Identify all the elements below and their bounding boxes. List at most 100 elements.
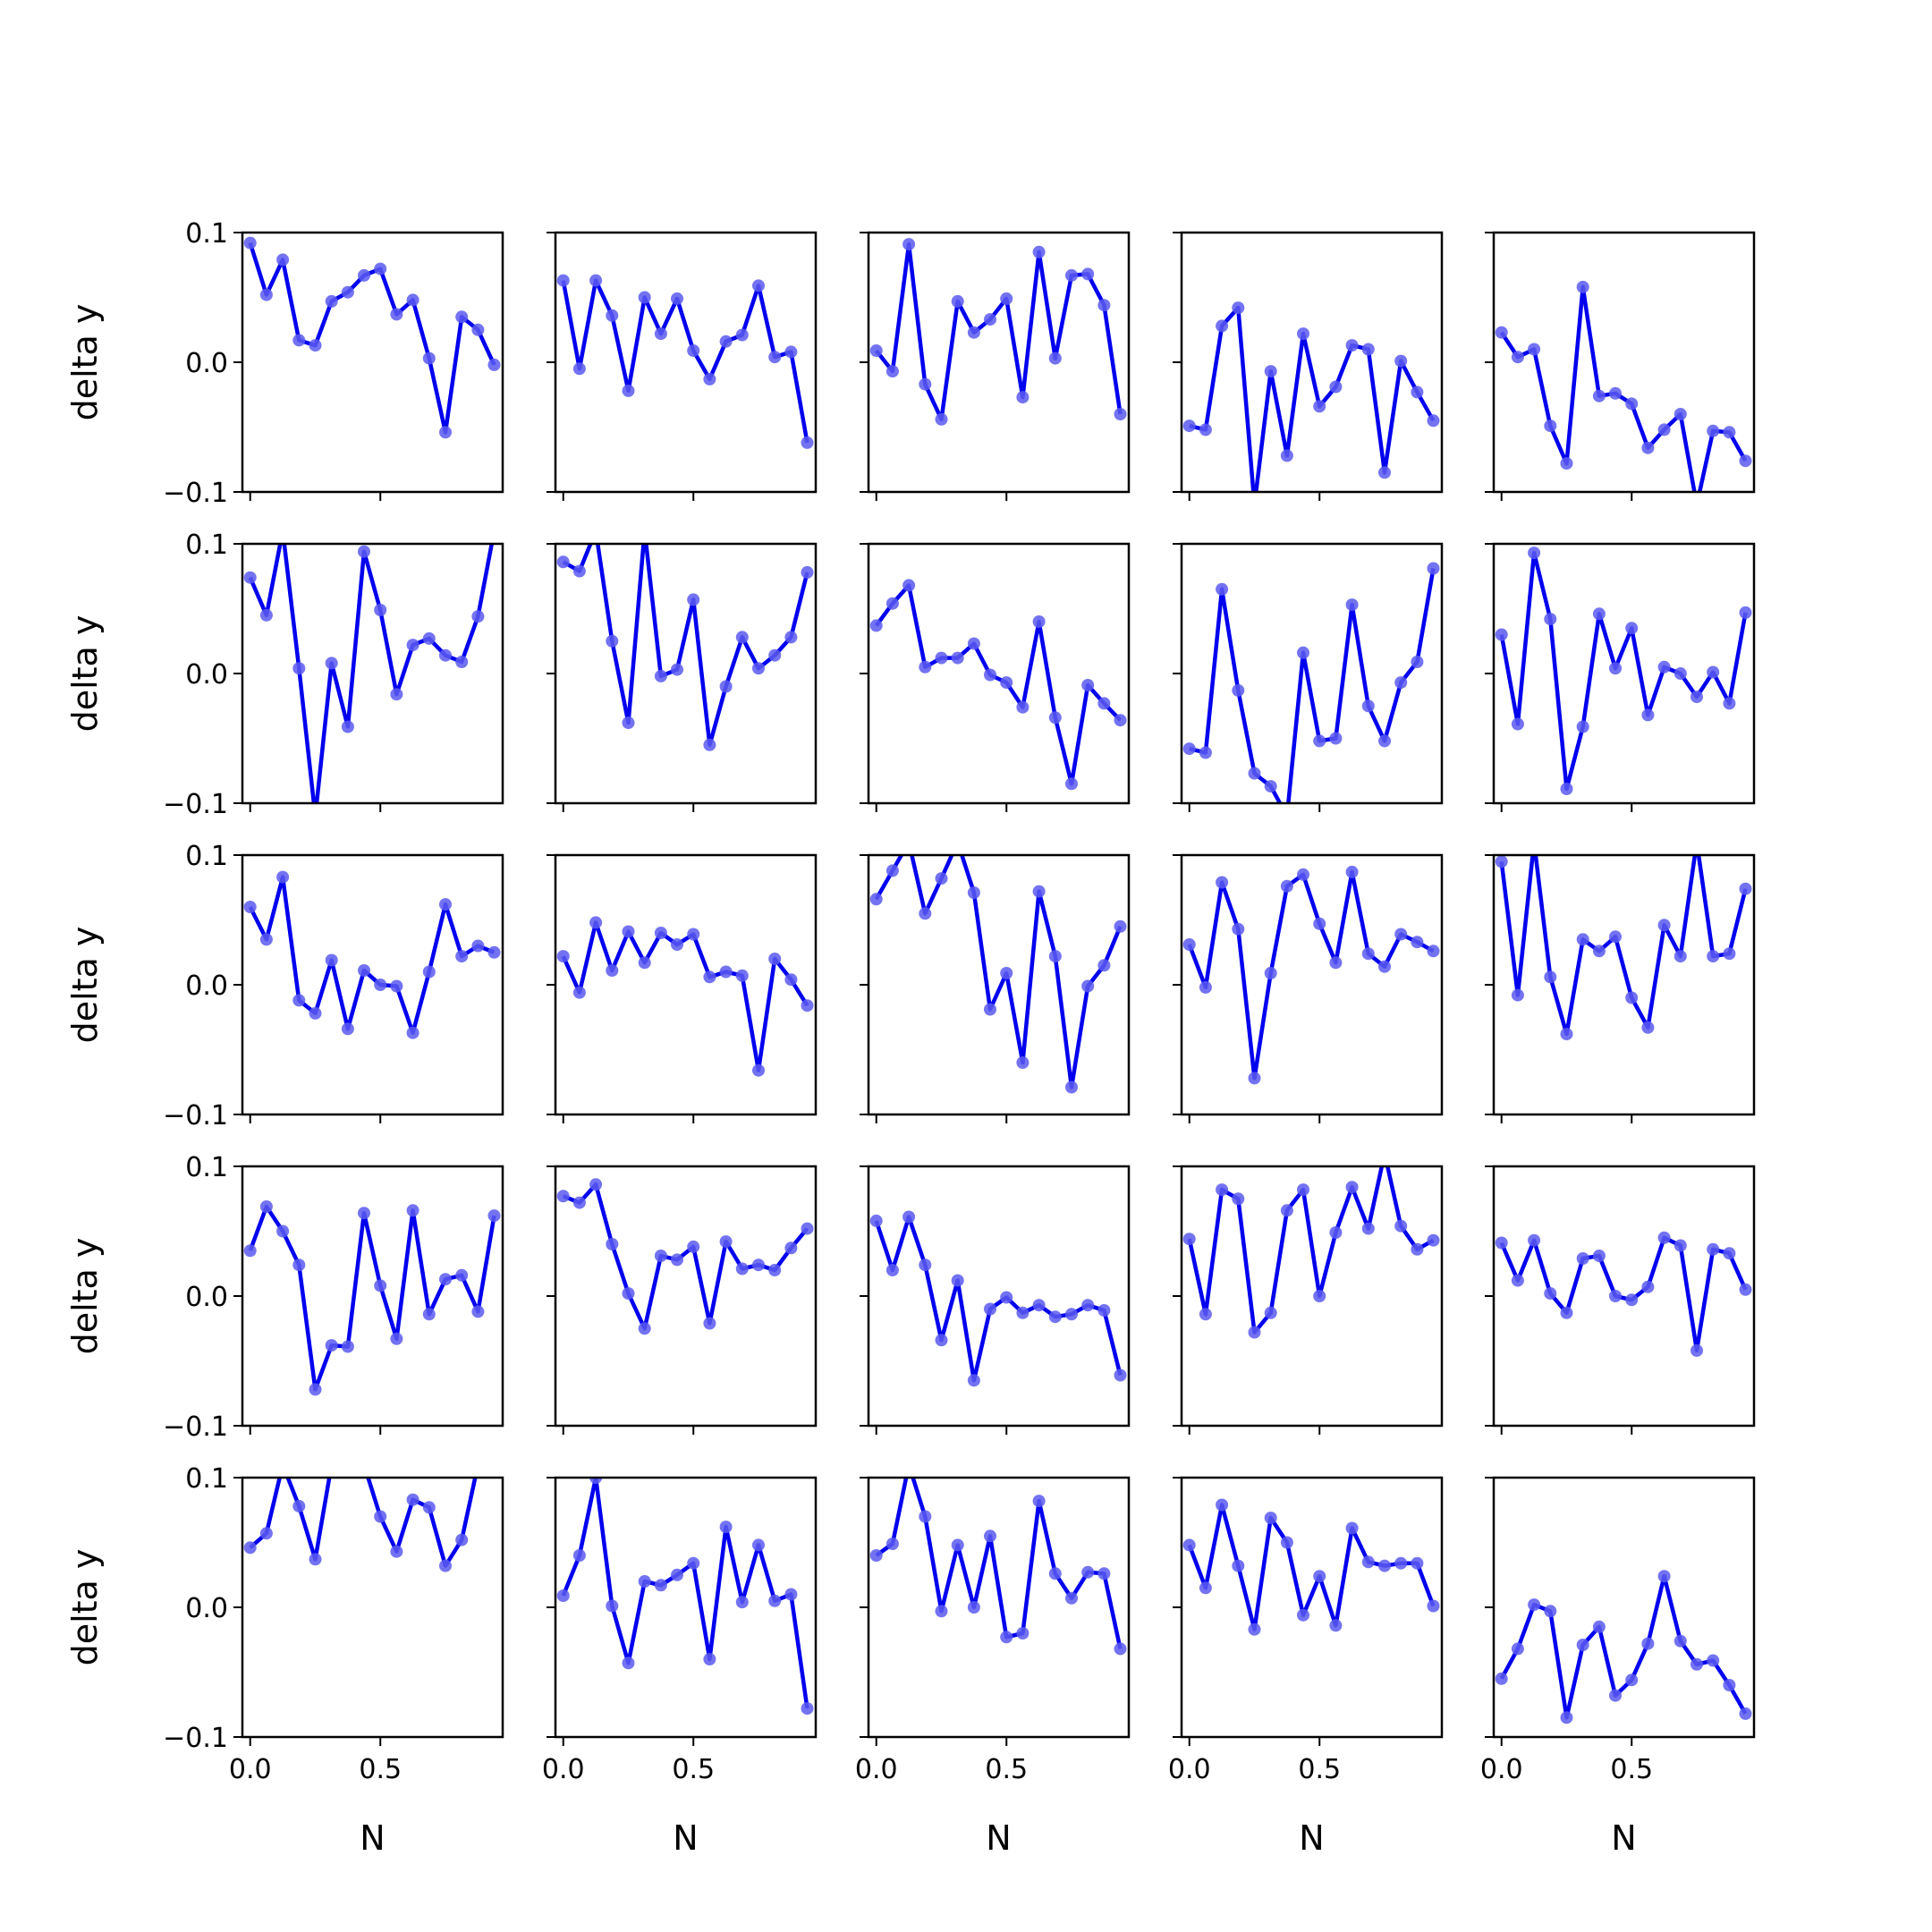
data-point	[768, 1594, 782, 1607]
data-point	[455, 1533, 469, 1546]
data-point	[1361, 343, 1375, 356]
data-point	[1297, 1183, 1309, 1197]
data-point	[1248, 1072, 1261, 1085]
data-point	[1528, 836, 1540, 849]
data-point	[1329, 1619, 1343, 1632]
data-point	[1032, 1299, 1046, 1312]
data-point	[654, 927, 667, 939]
data-point	[1016, 1056, 1030, 1069]
y-axis-label: delta y	[65, 927, 105, 1044]
panel-frame	[1492, 231, 1756, 494]
series-line	[1187, 1503, 1436, 1631]
x-tick-label: 0.5	[985, 1754, 1028, 1785]
data-point	[1248, 1326, 1261, 1339]
panel-frame	[554, 1476, 818, 1739]
data-point	[1065, 777, 1078, 791]
series-line	[1499, 855, 1748, 1037]
data-point	[735, 1596, 749, 1609]
data-point	[1707, 1654, 1720, 1667]
plot-area	[869, 579, 1127, 791]
data-point	[1511, 988, 1524, 1002]
data-point	[1411, 1242, 1424, 1256]
data-point	[1248, 767, 1261, 780]
data-point	[735, 631, 749, 644]
data-point	[1048, 950, 1062, 963]
data-point	[984, 668, 996, 682]
data-point	[606, 634, 619, 648]
plot-area	[243, 1200, 501, 1396]
data-point	[1199, 423, 1212, 436]
data-point	[1625, 1293, 1639, 1307]
data-point	[1032, 615, 1046, 628]
data-point	[406, 639, 419, 652]
data-point	[1674, 667, 1687, 680]
data-point	[1264, 1306, 1277, 1319]
data-point	[1016, 391, 1030, 404]
plot-area	[1182, 1148, 1440, 1339]
data-point	[967, 886, 980, 899]
panel-1-3	[860, 231, 1131, 501]
data-point	[1281, 810, 1293, 823]
data-point	[292, 1258, 306, 1272]
data-point	[341, 285, 354, 299]
data-point	[671, 292, 683, 305]
x-axis-label: N	[360, 1818, 385, 1858]
data-point	[259, 288, 273, 301]
data-point	[622, 925, 635, 938]
data-point	[984, 1530, 996, 1543]
data-point	[1641, 1637, 1655, 1650]
panel-3-1: −0.1 0.0 0.1 delta y	[65, 841, 504, 1131]
data-point	[1495, 326, 1508, 339]
data-point	[1114, 1368, 1127, 1382]
plot-area	[556, 1478, 814, 1716]
plot-area	[1182, 301, 1440, 492]
panel-frame	[554, 1165, 818, 1428]
data-point	[1182, 1538, 1196, 1552]
data-point	[1232, 301, 1245, 315]
data-point	[967, 1601, 980, 1614]
x-tick-label: 0.0	[1168, 1754, 1211, 1785]
data-point	[1081, 979, 1095, 993]
data-point	[1723, 1679, 1736, 1691]
data-point	[1625, 622, 1639, 635]
series-line	[561, 278, 809, 444]
data-point	[735, 328, 749, 342]
data-point	[1378, 1559, 1391, 1572]
data-point	[1674, 1239, 1687, 1252]
data-point	[703, 1317, 716, 1330]
y-tick-label: −0.1	[163, 789, 228, 820]
data-point	[1378, 960, 1391, 973]
series-line	[562, 544, 809, 748]
x-tick-label: 0.0	[229, 1754, 272, 1785]
plot-area	[243, 1459, 478, 1572]
data-point	[1329, 956, 1343, 970]
data-point	[243, 571, 257, 584]
panel-1-5	[1485, 231, 1756, 501]
y-tick-label: 0.1	[185, 1463, 228, 1495]
data-point	[1560, 457, 1573, 470]
data-point	[1378, 1148, 1391, 1160]
data-point	[1048, 1310, 1062, 1324]
panel-frame	[1492, 853, 1756, 1116]
data-point	[1576, 720, 1589, 733]
y-tick-label: 0.0	[185, 348, 228, 379]
data-point	[358, 1459, 370, 1471]
data-point	[455, 1268, 469, 1282]
plot-area	[1495, 547, 1752, 795]
data-point	[1345, 598, 1359, 612]
data-point	[1048, 1567, 1062, 1580]
plot-area	[1182, 562, 1440, 823]
data-point	[801, 999, 814, 1013]
data-point	[488, 525, 501, 538]
data-point	[487, 945, 501, 959]
panel-frame	[554, 853, 818, 1116]
data-point	[1511, 717, 1524, 731]
plot-area	[556, 274, 814, 449]
y-tick-label: 0.1	[185, 218, 228, 250]
data-point	[886, 1538, 899, 1550]
data-point	[1182, 1233, 1196, 1246]
y-axis-label: delta y	[65, 1549, 105, 1666]
y-tick-label: 0.0	[185, 1282, 228, 1313]
data-point	[589, 1178, 603, 1191]
panel-frame	[867, 1476, 1131, 1739]
